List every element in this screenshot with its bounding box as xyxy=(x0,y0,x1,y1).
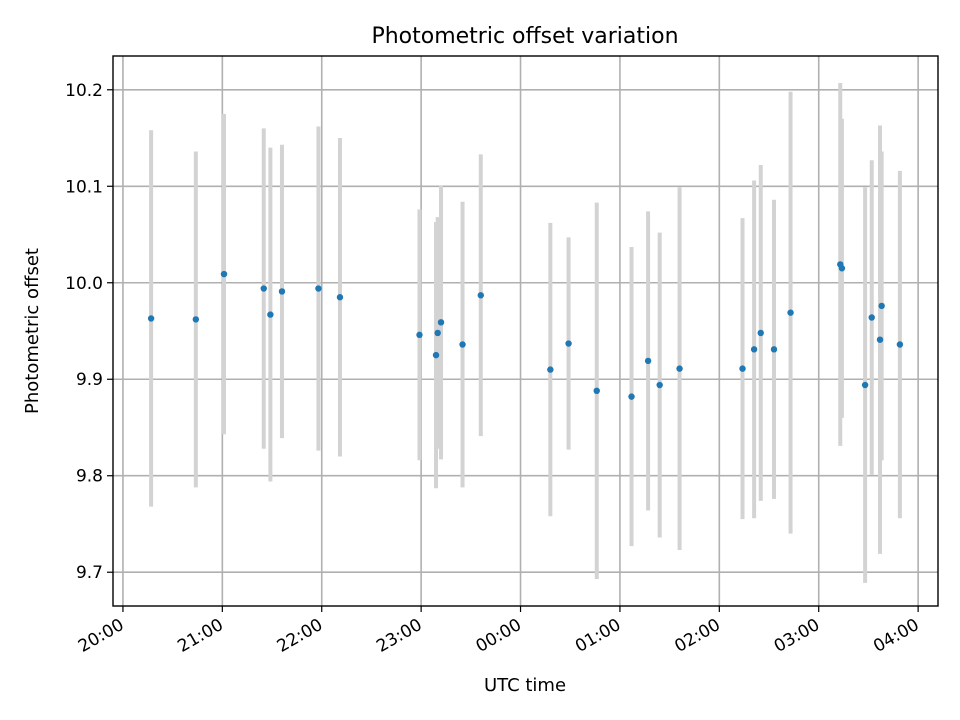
y-tick-label: 10.1 xyxy=(65,177,103,197)
data-point xyxy=(787,309,794,316)
y-axis: 9.7 9.8 9.9 10.0 10.1 10.2 xyxy=(65,81,113,583)
data-point xyxy=(459,341,466,348)
data-point xyxy=(757,329,764,337)
y-axis-label: Photometric offset xyxy=(22,248,43,414)
data-point xyxy=(565,340,572,347)
y-tick-label: 9.8 xyxy=(76,467,103,487)
data-point xyxy=(192,316,200,323)
data-point xyxy=(315,285,322,292)
data-point xyxy=(336,294,344,301)
y-tick-label: 9.9 xyxy=(76,370,103,390)
y-tick-label: 10.2 xyxy=(65,81,103,101)
chart-title: Photometric offset variation xyxy=(371,24,678,49)
plot-frame xyxy=(112,55,939,607)
data-point xyxy=(432,351,440,359)
data-point xyxy=(878,302,885,310)
data-point xyxy=(770,346,778,353)
y-tick-label: 10.0 xyxy=(65,274,103,294)
data-point xyxy=(644,357,652,365)
point-layer xyxy=(147,261,904,400)
data-point xyxy=(876,336,884,343)
data-point xyxy=(750,346,758,353)
data-point xyxy=(896,341,904,348)
data-point xyxy=(260,285,267,292)
grid-layer xyxy=(113,56,938,606)
data-point xyxy=(868,314,875,321)
x-axis-label: UTC time xyxy=(484,675,566,696)
data-point xyxy=(477,292,484,299)
data-point xyxy=(278,288,286,295)
data-point xyxy=(861,381,869,389)
data-point xyxy=(593,387,600,395)
data-point xyxy=(220,270,228,278)
data-point xyxy=(147,315,155,322)
data-point xyxy=(416,331,423,339)
data-point xyxy=(656,381,663,389)
data-point xyxy=(739,365,746,372)
data-point xyxy=(676,365,683,372)
data-point xyxy=(434,329,441,337)
data-point xyxy=(628,393,635,400)
data-point xyxy=(437,319,445,326)
data-point xyxy=(547,366,554,373)
y-tick-label: 9.7 xyxy=(76,563,103,583)
data-point xyxy=(267,311,274,318)
data-point xyxy=(838,265,846,272)
